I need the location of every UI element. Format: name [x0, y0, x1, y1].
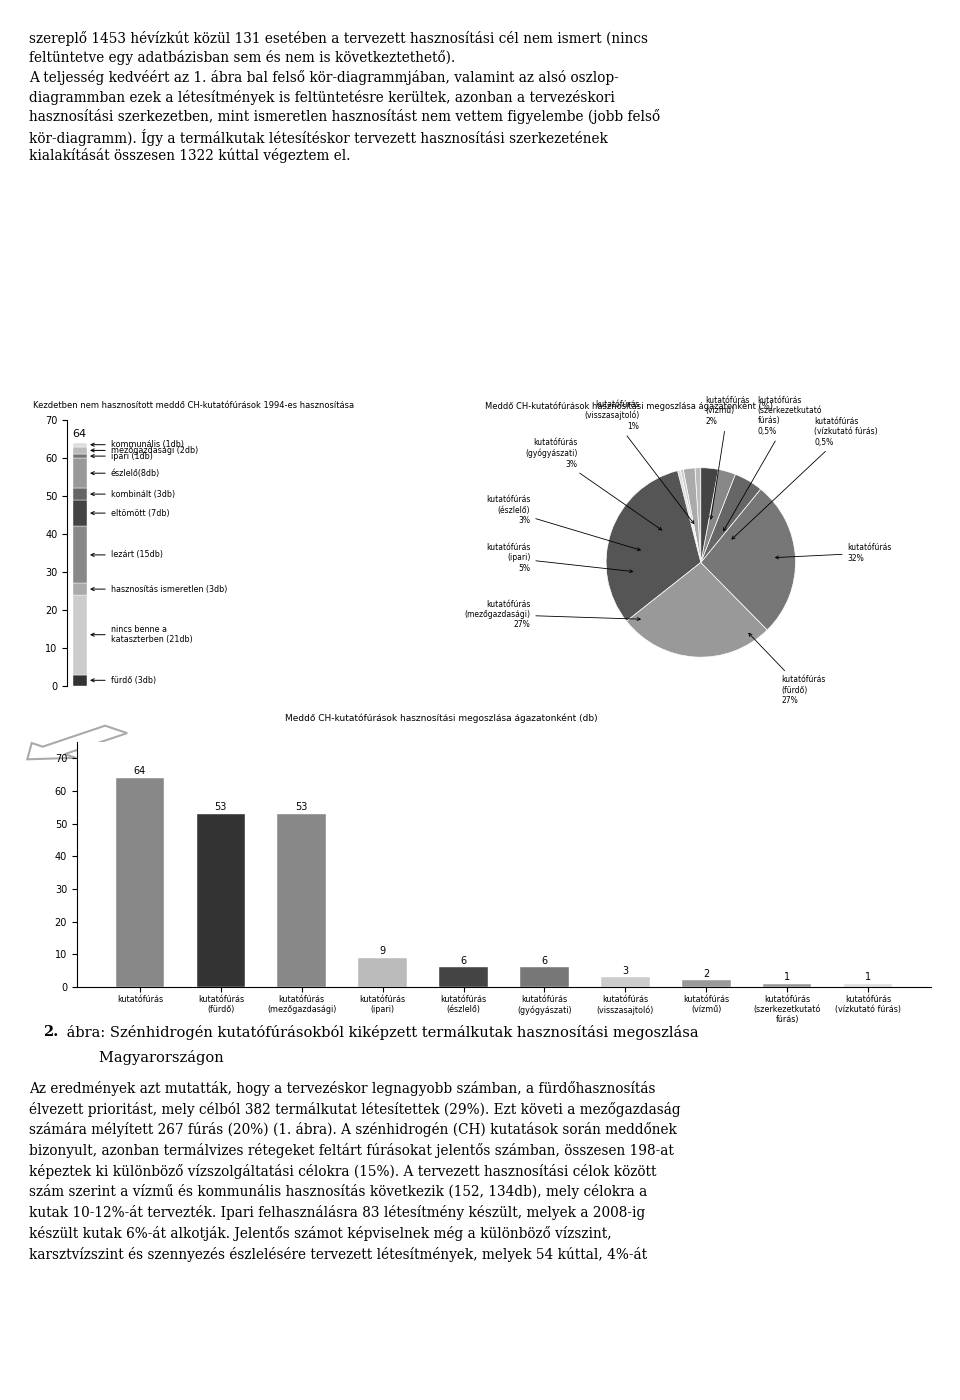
- Text: 6: 6: [461, 956, 467, 966]
- Bar: [115, 778, 164, 987]
- Bar: [73, 458, 87, 489]
- Wedge shape: [681, 469, 701, 563]
- Text: 53: 53: [215, 802, 227, 812]
- Text: kommunális (1db): kommunális (1db): [91, 440, 183, 449]
- Text: képeztek ki különböző vízszolgáltatási célokra (15%). A tervezett hasznosítási c: képeztek ki különböző vízszolgáltatási c…: [29, 1163, 657, 1179]
- Bar: [73, 454, 87, 458]
- Text: Kezdetben nem hasznosított meddő CH-kutatófúrások 1994-es hasznosítása: Kezdetben nem hasznosított meddő CH-kuta…: [33, 402, 354, 410]
- Text: 6: 6: [541, 956, 547, 966]
- Wedge shape: [678, 470, 701, 563]
- Text: Az eredmények azt mutatták, hogy a tervezéskor legnagyobb számban, a fürdőhaszno: Az eredmények azt mutatták, hogy a terve…: [29, 1081, 656, 1096]
- Bar: [844, 984, 893, 987]
- Bar: [763, 984, 811, 987]
- Bar: [73, 595, 87, 675]
- Text: számára mélyített 267 fúrás (20%) (1. ábra). A szénhidrogén (CH) kutatások során: számára mélyített 267 fúrás (20%) (1. áb…: [29, 1123, 677, 1137]
- Text: A teljesség kedvéért az 1. ábra bal felső kör-diagrammjában, valamint az alsó os: A teljesség kedvéért az 1. ábra bal fels…: [29, 70, 618, 85]
- Wedge shape: [684, 468, 701, 563]
- Bar: [73, 675, 87, 686]
- Bar: [601, 977, 650, 987]
- Text: bizonyult, azonban termálvizes rétegeket feltárt fúrásokat jelentős számban, öss: bizonyult, azonban termálvizes rétegeket…: [29, 1142, 674, 1158]
- Wedge shape: [701, 468, 718, 563]
- Text: kutatófúrás
32%: kutatófúrás 32%: [776, 543, 892, 563]
- Wedge shape: [701, 475, 760, 563]
- Text: karsztvízszint és szennyezés észlelésére tervezett létesítmények, melyek 54 kútt: karsztvízszint és szennyezés észlelésére…: [29, 1246, 647, 1261]
- Text: mezőgazdasági (2db): mezőgazdasági (2db): [91, 447, 198, 455]
- Wedge shape: [695, 468, 701, 563]
- Bar: [73, 500, 87, 526]
- Text: szám szerint a vízmű és kommunális hasznosítás következik (152, 134db), mely cél: szám szerint a vízmű és kommunális haszn…: [29, 1184, 647, 1200]
- Text: kutatófúrás
(fürdő)
27%: kutatófúrás (fürdő) 27%: [749, 633, 826, 706]
- Bar: [73, 447, 87, 454]
- Bar: [682, 980, 731, 987]
- Text: kutak 10-12%-át tervezték. Ipari felhasználásra 83 létesítmény készült, melyek a: kutak 10-12%-át tervezték. Ipari felhasz…: [29, 1205, 645, 1221]
- Text: diagrammban ezek a létesítmények is feltüntetésre kerültek, azonban a tervezésko: diagrammban ezek a létesítmények is felt…: [29, 90, 614, 105]
- Text: hasznosítás ismeretlen (3db): hasznosítás ismeretlen (3db): [91, 585, 228, 594]
- Text: fürdő (3db): fürdő (3db): [91, 676, 156, 685]
- Wedge shape: [627, 563, 767, 657]
- Text: Meddő CH-kutatófúrások hasznosítási megoszlása ágazatonként (%): Meddő CH-kutatófúrások hasznosítási mego…: [485, 402, 773, 410]
- Text: élvezett prioritást, mely célból 382 termálkutat létesítettek (29%). Ezt követi : élvezett prioritást, mely célból 382 ter…: [29, 1102, 681, 1117]
- Bar: [520, 967, 568, 987]
- Bar: [358, 958, 407, 987]
- Text: 1: 1: [865, 972, 871, 983]
- Text: szereplő 1453 hévízkút közül 131 esetében a tervezett hasznosítási cél nem ismer: szereplő 1453 hévízkút közül 131 esetébe…: [29, 31, 648, 46]
- Text: kutatófúrás
(szerkezetkutató
fúrás)
0,5%: kutatófúrás (szerkezetkutató fúrás) 0,5%: [724, 396, 822, 531]
- Text: Magyarországon: Magyarországon: [62, 1050, 224, 1065]
- Text: 64: 64: [133, 766, 146, 776]
- Text: 9: 9: [379, 946, 386, 956]
- Text: kutatófúrás
(észlelő)
3%: kutatófúrás (észlelő) 3%: [486, 496, 640, 550]
- Text: kutatófúrás
(ipari)
5%: kutatófúrás (ipari) 5%: [486, 543, 633, 573]
- Text: Meddő CH-kutatófúrások hasznosítási megoszlása ágazatonként (db): Meddő CH-kutatófúrások hasznosítási mego…: [285, 714, 598, 722]
- Text: 3: 3: [622, 966, 629, 976]
- Text: ipari (1db): ipari (1db): [91, 452, 153, 461]
- Text: eltömött (7db): eltömött (7db): [91, 508, 169, 518]
- Bar: [440, 967, 488, 987]
- Wedge shape: [701, 489, 796, 630]
- FancyArrow shape: [27, 725, 127, 759]
- Text: kutatófúrás
(gyógyászati)
3%: kutatófúrás (gyógyászati) 3%: [525, 438, 661, 531]
- Text: lezárt (15db): lezárt (15db): [91, 550, 163, 560]
- Text: 2.: 2.: [43, 1025, 59, 1039]
- Text: hasznosítási szerkezetben, mint ismeretlen hasznosítást nem vettem figyelembe (j: hasznosítási szerkezetben, mint ismeretl…: [29, 109, 660, 125]
- Text: kutatófúrás
(visszasajtoló)
1%: kutatófúrás (visszasajtoló) 1%: [584, 400, 694, 524]
- Text: kombinált (3db): kombinált (3db): [91, 490, 175, 498]
- Bar: [277, 813, 326, 987]
- Bar: [73, 489, 87, 500]
- Text: észlelő(8db): észlelő(8db): [91, 469, 160, 477]
- Text: nincs benne a
kataszterben (21db): nincs benne a kataszterben (21db): [91, 624, 192, 644]
- Bar: [73, 584, 87, 595]
- Text: 2: 2: [703, 969, 709, 979]
- Text: kör-diagramm). Így a termálkutak létesítéskor tervezett hasznosítási szerkezetén: kör-diagramm). Így a termálkutak létesít…: [29, 129, 608, 146]
- Wedge shape: [701, 469, 735, 563]
- Text: kutatófúrás
(mezőgazdasági)
27%: kutatófúrás (mezőgazdasági) 27%: [465, 599, 640, 630]
- Text: készült kutak 6%-át alkotják. Jelentős számot képviselnek még a különböző vízszi: készült kutak 6%-át alkotják. Jelentős s…: [29, 1226, 612, 1240]
- Wedge shape: [606, 470, 701, 622]
- Text: ábra: Szénhidrogén kutatófúrásokból kiképzett termálkutak hasznosítási megoszlás: ábra: Szénhidrogén kutatófúrásokból kiké…: [62, 1025, 699, 1040]
- Text: 53: 53: [296, 802, 308, 812]
- Text: kialakítását összesen 1322 kúttal végeztem el.: kialakítását összesen 1322 kúttal végezt…: [29, 148, 350, 164]
- Text: kutatófúrás
(vízkutató fúrás)
0,5%: kutatófúrás (vízkutató fúrás) 0,5%: [732, 417, 878, 539]
- Text: 1: 1: [784, 972, 790, 983]
- Bar: [73, 526, 87, 584]
- Text: 64: 64: [72, 430, 86, 440]
- Bar: [197, 813, 245, 987]
- Bar: [73, 442, 87, 447]
- Text: feltüntetve egy adatbázisban sem és nem is következtethető).: feltüntetve egy adatbázisban sem és nem …: [29, 50, 455, 66]
- Text: kutatófúrás
(vízmű)
2%: kutatófúrás (vízmű) 2%: [706, 396, 750, 519]
